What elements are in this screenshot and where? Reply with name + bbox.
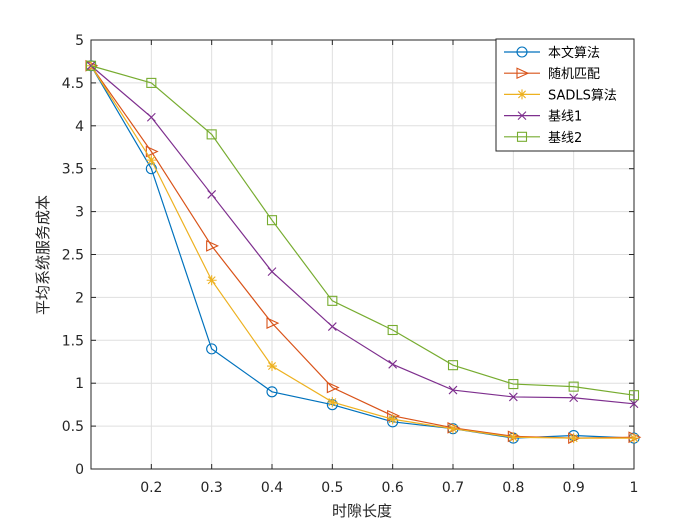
- data-point: [569, 393, 579, 403]
- data-point: [568, 381, 579, 392]
- y-tick-label: 3: [75, 205, 84, 221]
- y-tick-label: 4.5: [62, 76, 84, 92]
- legend-item: 基线1: [504, 110, 582, 125]
- series-4: [86, 61, 639, 409]
- y-tick-label: 1.5: [62, 333, 84, 349]
- data-point: [267, 361, 277, 372]
- data-point: [206, 343, 218, 355]
- data-point: [508, 379, 519, 390]
- y-tick-label: 2.5: [62, 248, 84, 264]
- legend-label: SADLS算法: [548, 88, 617, 103]
- data-point: [206, 240, 219, 252]
- legend-label: 随机匹配: [548, 67, 600, 82]
- y-tick-label: 0: [75, 462, 84, 478]
- data-point: [326, 381, 340, 394]
- x-tick-label: 0.3: [201, 480, 223, 496]
- x-tick-label: 0.2: [140, 480, 162, 496]
- legend-item: SADLS算法: [504, 88, 617, 103]
- data-point: [266, 317, 280, 329]
- data-point: [629, 399, 639, 409]
- series-line: [90, 65, 634, 439]
- x-tick-label: 0.7: [442, 480, 464, 496]
- legend-label: 基线2: [548, 131, 582, 146]
- data-point: [387, 324, 398, 336]
- x-axis-title: 时隙长度: [332, 502, 392, 520]
- series-3: [86, 60, 639, 444]
- legend-item: 基线2: [504, 131, 582, 146]
- y-tick-label: 4: [75, 119, 84, 135]
- y-tick-label: 3.5: [62, 162, 84, 178]
- x-tick-label: 0.9: [563, 480, 585, 496]
- y-tick-label: 0.5: [62, 419, 84, 435]
- x-tick-label: 0.4: [261, 480, 283, 496]
- data-point: [508, 432, 519, 443]
- data-point: [448, 423, 458, 434]
- data-point: [629, 433, 639, 444]
- data-point: [327, 397, 338, 408]
- legend-marker: [516, 46, 528, 58]
- data-point: [327, 295, 338, 306]
- y-tick-label: 2: [75, 290, 84, 306]
- data-point: [448, 385, 458, 395]
- legend-label: 本文算法: [548, 46, 600, 61]
- series-line: [90, 65, 635, 396]
- y-tick-label: 1: [75, 376, 84, 392]
- data-point: [628, 390, 640, 401]
- y-tick-label: 5: [75, 33, 84, 49]
- y-axis-title: 平均系统服务成本: [34, 195, 52, 315]
- data-point: [568, 433, 579, 444]
- data-point: [206, 129, 217, 140]
- legend-label: 基线1: [548, 110, 582, 125]
- series-5: [85, 60, 640, 401]
- legend-item: 本文算法: [504, 46, 600, 61]
- legend-marker: [517, 89, 527, 100]
- data-point: [266, 386, 278, 398]
- series-layer: [85, 59, 642, 444]
- data-point: [508, 392, 518, 402]
- data-point: [327, 322, 337, 331]
- data-point: [207, 190, 217, 199]
- legend-marker: [517, 111, 527, 120]
- data-point: [85, 60, 97, 71]
- data-point: [447, 360, 459, 371]
- x-tick-label: 0.6: [382, 480, 404, 496]
- legend-marker: [516, 131, 528, 142]
- legend-marker: [516, 67, 530, 80]
- data-point: [146, 112, 156, 122]
- x-tick-label: 1: [630, 480, 639, 496]
- data-point: [388, 359, 398, 369]
- x-tick-label: 0.5: [321, 480, 343, 496]
- series-line: [90, 65, 635, 405]
- legend-item: 随机匹配: [504, 67, 600, 82]
- data-point: [206, 275, 217, 286]
- axes: 0.2 0.3 0.4 0.5 0.6 0.7 0.8 0.9 1 0 0.5 1 1.5 2 2.5 3 3.…: [62, 33, 639, 496]
- x-tick-label: 0.8: [502, 480, 524, 496]
- data-point: [387, 414, 398, 425]
- data-point: [267, 267, 277, 277]
- data-point: [266, 215, 278, 226]
- data-point: [146, 155, 157, 166]
- data-point: [146, 77, 157, 88]
